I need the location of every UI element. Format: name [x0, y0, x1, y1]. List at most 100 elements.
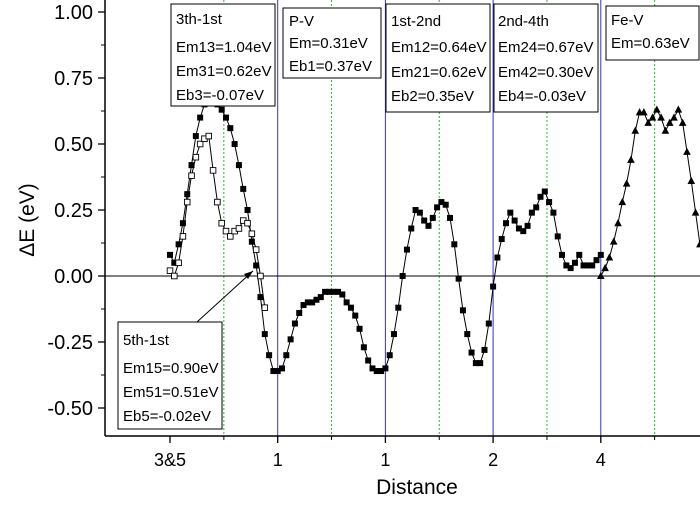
data-point [515, 225, 522, 232]
data-point [183, 198, 191, 206]
annotation-line: Em12=0.64eV [391, 39, 487, 56]
data-point [421, 217, 428, 224]
data-point [309, 299, 316, 306]
data-point [223, 114, 230, 121]
data-point [391, 331, 398, 338]
data-point [403, 246, 410, 253]
data-point [559, 251, 566, 258]
data-point [605, 253, 614, 261]
data-point [438, 199, 445, 206]
data-point [192, 153, 200, 161]
data-point [571, 259, 578, 266]
annotation-title: 1st-2nd [391, 13, 441, 30]
data-point [563, 262, 570, 269]
data-point [554, 233, 561, 240]
data-point [412, 207, 419, 213]
annotation-arrowhead [244, 271, 253, 279]
annotation-5th-1st: 5th-1st Em15=0.90eV Em51=0.51eV Eb5=-0.0… [117, 270, 254, 430]
data-point [222, 227, 230, 235]
data-point [188, 172, 195, 179]
annotation-line: Eb3=-0.07eV [176, 87, 264, 104]
data-point [696, 240, 700, 248]
y-tick-label: 0.25 [54, 200, 93, 222]
data-point [261, 331, 268, 338]
annotation-title: Fe-V [611, 12, 644, 29]
data-point [425, 222, 432, 229]
data-point [576, 251, 583, 258]
data-point [283, 352, 290, 359]
data-point [683, 147, 691, 155]
data-point [691, 208, 700, 216]
data-point [296, 309, 303, 316]
data-point [490, 283, 497, 290]
data-point [291, 320, 298, 327]
data-point [584, 262, 591, 269]
data-point [670, 113, 678, 121]
x-axis-label: Distance [376, 476, 458, 499]
data-point [171, 272, 178, 280]
data-point [601, 263, 609, 272]
data-point [455, 275, 462, 282]
data-point [627, 155, 635, 163]
annotation-pointer [196, 270, 254, 323]
data-point [593, 257, 600, 264]
data-point [622, 179, 631, 187]
data-point [494, 254, 501, 261]
data-point [227, 233, 234, 240]
data-point [248, 230, 256, 238]
data-point [550, 209, 557, 216]
data-point [209, 167, 217, 174]
data-point [589, 262, 596, 269]
data-point [218, 106, 225, 113]
data-point [378, 368, 385, 375]
data-point [184, 191, 191, 198]
annotation-line: Em13=1.04eV [176, 39, 272, 56]
data-point [252, 246, 260, 253]
data-point [648, 113, 657, 121]
data-point [166, 267, 174, 274]
data-point [503, 220, 510, 227]
data-point [618, 197, 627, 206]
data-point [537, 193, 544, 200]
data-point [235, 225, 243, 232]
annotation-line: Eb2=0.35eV [391, 88, 474, 105]
data-point [546, 199, 553, 206]
data-point [481, 346, 488, 353]
annotation-line: Em31=0.62eV [176, 63, 272, 80]
data-point [240, 185, 247, 192]
data-point [257, 272, 264, 280]
data-point [399, 273, 406, 279]
data-point [192, 133, 199, 140]
annotation-line: Em=0.63eV [611, 35, 690, 52]
data-point [661, 126, 670, 134]
x-tick-label: 1 [273, 450, 283, 470]
data-point [614, 219, 622, 227]
data-point [179, 233, 187, 240]
data-point [365, 357, 372, 364]
x-tick-label: 4 [596, 450, 606, 470]
data-point [244, 207, 251, 213]
data-point [382, 365, 389, 372]
data-point [352, 312, 359, 319]
annotation-line: Em=0.31eV [289, 35, 368, 52]
data-point [274, 368, 281, 375]
data-point [678, 118, 687, 126]
data-point [167, 251, 173, 258]
data-point [257, 294, 264, 301]
y-tick-label: 0.50 [54, 134, 93, 156]
data-point [459, 307, 466, 314]
data-point [485, 320, 492, 327]
data-point [347, 304, 354, 311]
annotation-line: Em24=0.67eV [498, 39, 594, 56]
data-point [541, 188, 548, 195]
x-tick-label: 3&5 [154, 450, 186, 470]
series-group [166, 90, 700, 375]
data-point [248, 238, 255, 245]
data-point [279, 365, 286, 372]
data-point [287, 336, 294, 343]
data-point [227, 125, 234, 132]
data-point [597, 251, 604, 258]
annotation-title: 5th-1st [123, 332, 170, 349]
data-point [528, 209, 535, 216]
